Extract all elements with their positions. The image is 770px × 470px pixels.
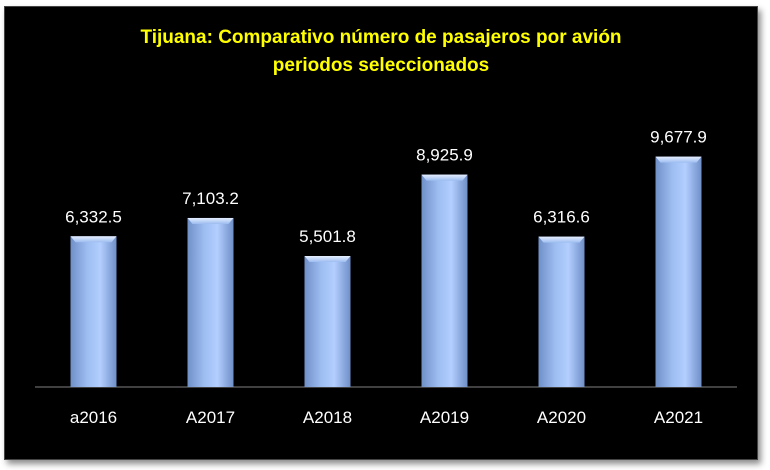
data-label: 9,677.9 (650, 128, 707, 147)
data-label: 8,925.9 (416, 146, 473, 165)
data-label: 6,316.6 (533, 208, 590, 227)
x-tick-label: A2020 (537, 408, 586, 427)
chart-title: Tijuana: Comparativo número de pasajeros… (5, 24, 757, 80)
bar-A2019 (421, 174, 468, 387)
chart-title-line1: Tijuana: Comparativo número de pasajeros… (140, 27, 622, 48)
data-label: 6,332.5 (65, 207, 122, 226)
bar (187, 217, 234, 387)
bar-top-bevel (187, 217, 234, 224)
bar-a2016 (70, 236, 117, 387)
bar-chart: 6,332.5 a2016 7,103.2 A2017 5,501.8 A2018 8,92… (35, 128, 737, 427)
bar (304, 256, 351, 387)
bar-top-bevel (70, 236, 117, 243)
bar-top-bevel (421, 174, 468, 181)
x-tick-label: A2017 (186, 408, 235, 427)
bar (421, 174, 468, 387)
bar-top-bevel (538, 236, 585, 243)
data-label: 5,501.8 (299, 227, 356, 246)
x-tick-label: A2019 (420, 408, 469, 427)
data-label: 7,103.2 (182, 189, 239, 208)
bar-A2021 (655, 156, 702, 387)
x-tick-label: A2018 (303, 408, 352, 427)
chart-title-line2: periodos seleccionados (272, 55, 490, 76)
bar-A2018 (304, 256, 351, 387)
bar-A2020 (538, 236, 585, 387)
x-tick-label: A2021 (654, 408, 703, 427)
bar-A2017 (187, 217, 234, 387)
bar (655, 156, 702, 387)
bar-top-bevel (655, 156, 702, 163)
bar (70, 236, 117, 387)
bar (538, 236, 585, 387)
chart-frame: Tijuana: Comparativo número de pasajeros… (4, 6, 758, 460)
x-tick-label: a2016 (70, 408, 117, 427)
bar-top-bevel (304, 256, 351, 263)
